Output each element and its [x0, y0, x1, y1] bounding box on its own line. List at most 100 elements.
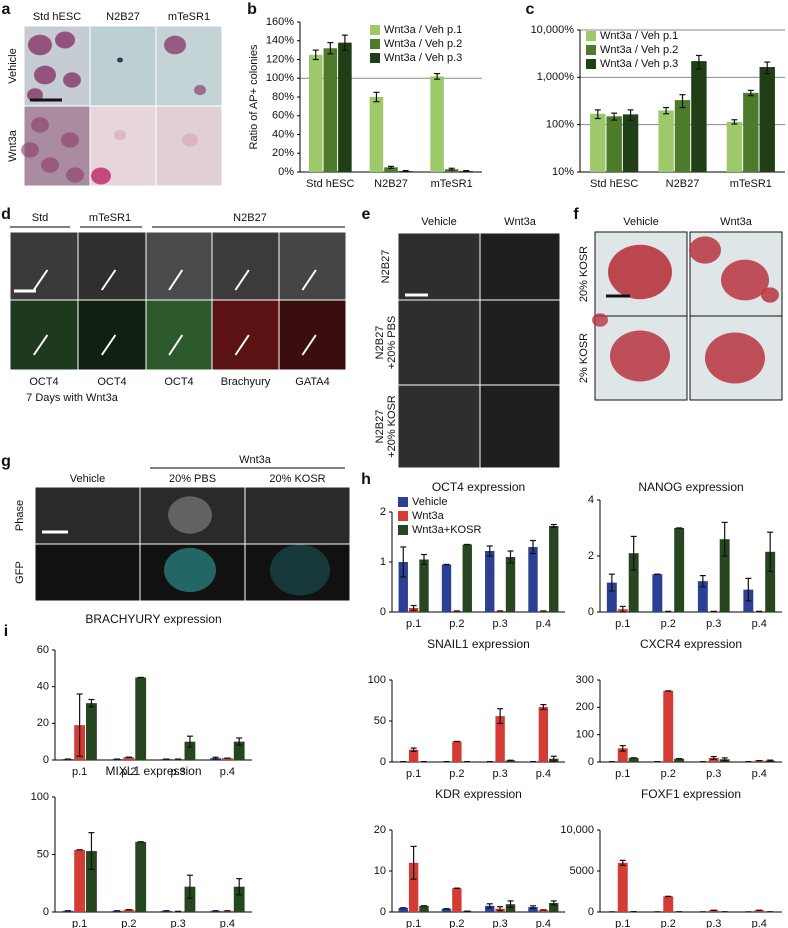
y-tick-label: 20	[374, 824, 386, 836]
colony	[705, 332, 765, 384]
y-tick-label: 0	[380, 906, 386, 918]
bar	[441, 908, 452, 912]
x-tick-label: p.1	[615, 918, 630, 928]
bar	[430, 76, 444, 172]
x-tick-label: Std hESC	[306, 178, 354, 190]
bar	[505, 760, 516, 762]
bar	[233, 886, 245, 912]
arrow	[234, 269, 250, 291]
colony	[182, 133, 198, 147]
x-tick-label: mTeSR1	[730, 178, 772, 190]
bar	[123, 909, 135, 912]
image-cell	[211, 299, 280, 371]
colony	[689, 236, 721, 264]
y-tick-label: 0	[43, 754, 49, 766]
y-tick-label: 300	[576, 674, 594, 686]
y-tick-label: 0	[43, 906, 49, 918]
image-cell	[211, 231, 280, 301]
bar	[538, 707, 549, 762]
bar	[369, 97, 384, 172]
bar	[765, 551, 776, 612]
image-cell	[89, 25, 157, 107]
bar	[441, 564, 452, 612]
colony	[610, 330, 670, 382]
group-header: mTeSR1	[89, 212, 131, 224]
x-tick-label: p.2	[661, 768, 676, 780]
bar	[398, 907, 408, 912]
bar	[384, 167, 398, 172]
y-tick-label: 200	[576, 701, 594, 713]
x-tick-label: p.2	[449, 918, 464, 928]
panel-letter: g	[1, 453, 11, 470]
colony	[63, 72, 81, 88]
legend-swatch	[370, 25, 380, 35]
y-tick-label: 1	[380, 556, 386, 568]
bar	[135, 677, 147, 760]
legend-swatch	[398, 511, 408, 521]
caption: OCT4	[97, 376, 126, 388]
colony	[721, 259, 769, 301]
legend-swatch	[586, 59, 596, 69]
x-tick-label: p.4	[536, 768, 551, 780]
arrow	[100, 269, 117, 291]
x-tick-label: p.1	[406, 768, 421, 780]
legend-label: Wnt3a	[412, 510, 445, 522]
image-cell	[278, 231, 347, 301]
image-cell	[397, 384, 481, 469]
bar	[495, 716, 505, 762]
x-tick-label: p.2	[661, 618, 676, 630]
bar	[708, 757, 719, 762]
bar	[485, 905, 495, 912]
x-tick-label: Std hESC	[590, 178, 638, 190]
x-tick-label: p.4	[752, 918, 767, 928]
column-header: Vehicle	[70, 473, 105, 485]
bar	[123, 757, 135, 760]
bar	[708, 910, 719, 912]
image-cell	[397, 299, 481, 386]
x-tick-label: p.1	[406, 618, 421, 630]
colony	[117, 57, 123, 63]
x-tick-label: p.4	[536, 618, 551, 630]
bar	[674, 758, 685, 762]
colony	[61, 132, 79, 148]
panel-letter: d	[1, 206, 11, 223]
column-header: N2B27	[106, 11, 140, 23]
image-cell	[479, 299, 561, 386]
bar	[233, 741, 245, 760]
colony	[66, 167, 84, 183]
legend-swatch	[586, 45, 596, 55]
colony	[114, 129, 126, 141]
bar	[86, 703, 97, 760]
bar	[323, 48, 338, 172]
panel-letter: b	[247, 1, 257, 18]
bar	[308, 54, 323, 172]
y-tick-label: 2	[588, 550, 594, 562]
bar	[617, 748, 628, 762]
x-tick-label: p.4	[220, 766, 235, 778]
image-cell	[397, 232, 481, 301]
y-tick-label: 100	[576, 729, 594, 741]
arrow	[168, 269, 184, 291]
legend-label: Wnt3a / Veh p.2	[600, 44, 678, 56]
image-cell	[77, 299, 147, 371]
bar	[674, 528, 685, 612]
y-tick-label: 100	[31, 791, 49, 803]
bar	[691, 61, 707, 172]
y-tick-label: 40	[37, 681, 49, 693]
image-cell	[479, 384, 561, 469]
bar	[419, 905, 429, 912]
bar	[74, 849, 86, 912]
bar	[658, 110, 674, 172]
legend-swatch	[370, 53, 380, 63]
column-header: Wnt3a	[504, 216, 537, 228]
bar	[408, 749, 419, 762]
image-cell	[34, 486, 141, 545]
bar	[452, 741, 462, 762]
caption: OCT4	[29, 376, 58, 388]
arrow	[234, 334, 250, 356]
bar	[184, 741, 196, 760]
chart-title: FOXF1 expression	[641, 787, 741, 801]
y-tick-label: 50	[374, 715, 386, 727]
legend-swatch	[398, 525, 408, 535]
legend-label: Wnt3a / Veh p.3	[600, 58, 678, 70]
